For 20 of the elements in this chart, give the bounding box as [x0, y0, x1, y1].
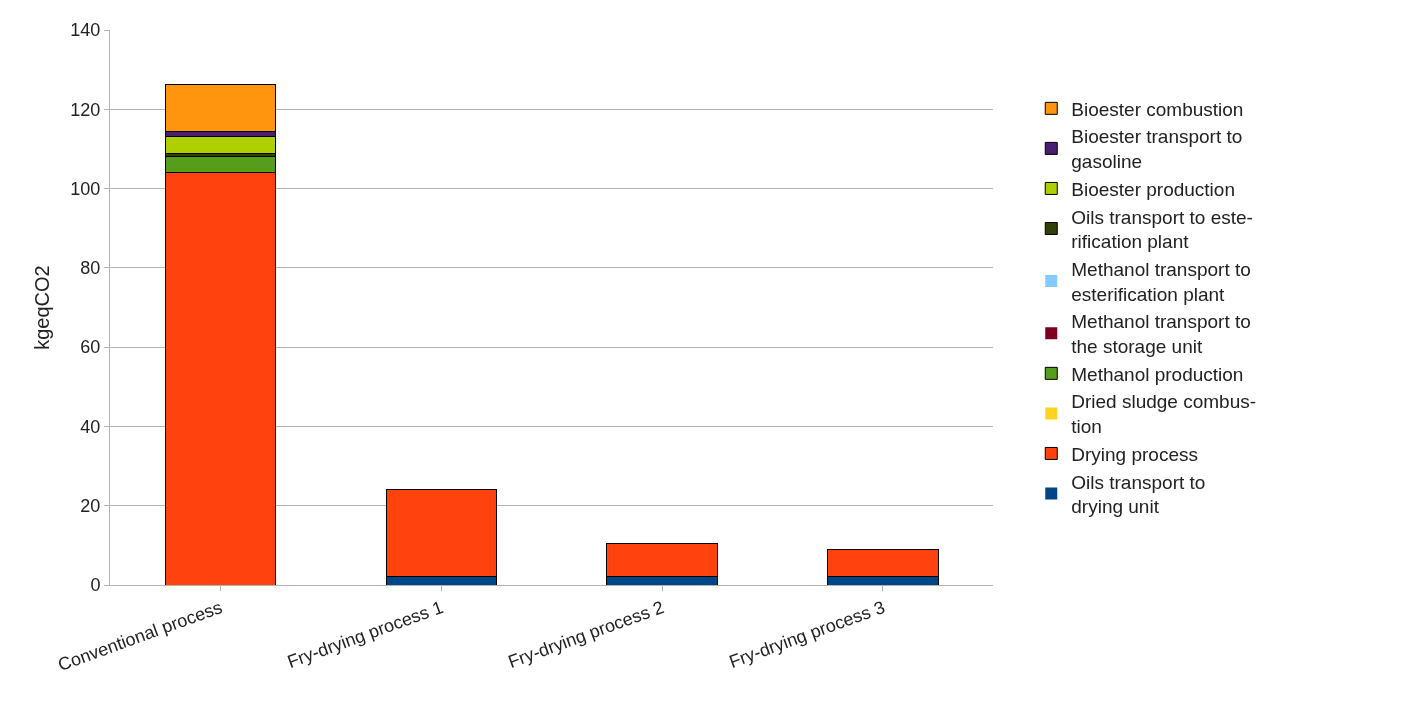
legend-label: Bioester combustion — [1071, 98, 1244, 120]
y-tick-label: 60 — [80, 337, 101, 358]
y-axis-title: kgeqCO2 — [30, 265, 53, 350]
legend-label: Dried sludge combus- tion — [1071, 391, 1257, 438]
y-tick-label: 0 — [90, 575, 101, 596]
legend-label: Bioester production — [1071, 178, 1235, 200]
y-tick-label: 100 — [70, 178, 101, 199]
y-tick-label: 140 — [70, 20, 101, 41]
legend-label: Methanol transport to esterification plant — [1071, 258, 1251, 305]
y-tick-label: 40 — [80, 416, 101, 437]
legend-label: Bioester transport to gasoline — [1071, 126, 1243, 173]
y-tick-label: 20 — [80, 496, 101, 517]
y-tick-label: 80 — [80, 258, 101, 279]
legend-label: Oils transport to este- rification plant — [1071, 206, 1253, 253]
legend-label: Drying process — [1071, 443, 1198, 465]
legend-label: Methanol transport to the storage unit — [1071, 311, 1251, 358]
legend-label: Methanol production — [1071, 363, 1244, 385]
y-tick-label: 120 — [70, 99, 101, 120]
bar — [164, 135, 277, 155]
legend-label: Oils transport to drying unit — [1071, 471, 1206, 518]
